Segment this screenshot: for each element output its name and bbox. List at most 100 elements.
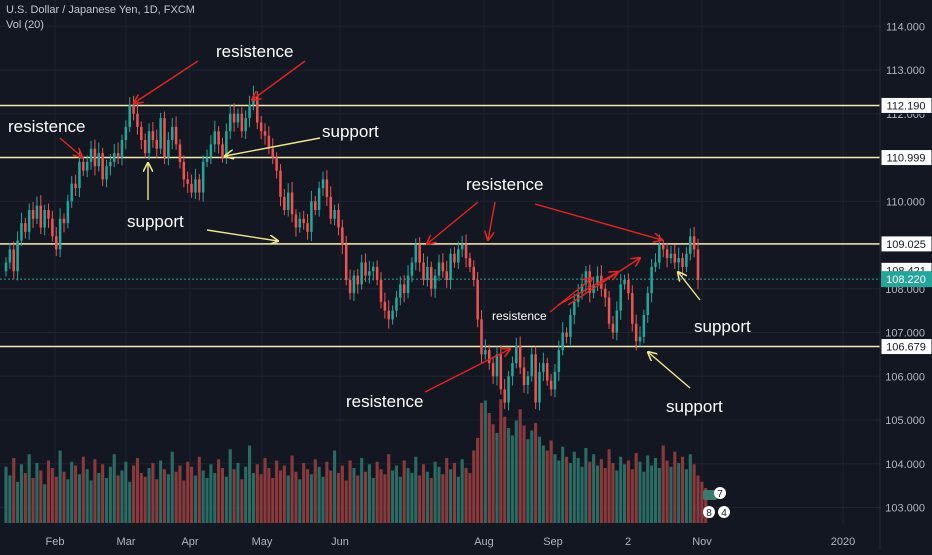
candle [661, 245, 665, 250]
volume-bar [549, 440, 553, 523]
candle [182, 161, 186, 180]
volume-bar [441, 474, 445, 523]
candle [344, 245, 348, 280]
candle [70, 183, 73, 202]
candle [600, 275, 603, 289]
candle [205, 157, 209, 162]
volume-bar [205, 478, 209, 523]
volume-bar [429, 478, 433, 523]
level-price-box [880, 96, 932, 114]
volume-bar [186, 461, 190, 523]
volume-bar [348, 460, 352, 523]
volume-bar [259, 474, 263, 523]
candle [170, 126, 174, 140]
volume-bar [23, 473, 27, 523]
resistance-arrow [252, 60, 306, 100]
candle [27, 210, 31, 232]
volume-bar [565, 456, 569, 523]
volume-bar [433, 461, 437, 523]
volume-bar [495, 433, 499, 523]
volume-bar [479, 403, 484, 523]
candle [360, 262, 363, 285]
symbol-title[interactable]: U.S. Dollar / Japanese Yen, 1D, FXCM [6, 4, 195, 16]
volume-bar [155, 479, 159, 523]
volume-bar [213, 473, 217, 523]
candle [178, 144, 182, 162]
candle [499, 354, 503, 390]
annotation-label: resistence [466, 175, 543, 194]
candle [120, 140, 124, 158]
volume-bar [599, 459, 603, 523]
price-axis[interactable]: 114.000113.000112.000111.000110.000109.0… [879, 0, 932, 550]
annotation-label: support [127, 212, 184, 231]
volume-bar [190, 466, 194, 523]
candle [283, 196, 286, 210]
level-price-box [880, 149, 932, 167]
candle [402, 284, 406, 294]
candle [356, 275, 360, 285]
candle [658, 245, 661, 263]
volume-bar [43, 484, 47, 523]
candle [569, 315, 572, 337]
candle [151, 131, 155, 140]
volume-bar [418, 475, 422, 523]
candle [78, 161, 81, 189]
support-arrow [678, 272, 701, 301]
x-tick-label: 2020 [831, 536, 855, 548]
volume-bar [298, 479, 302, 523]
candle [101, 153, 104, 180]
volume-bar [657, 468, 661, 523]
volume-bar [336, 473, 341, 523]
candle [74, 183, 77, 189]
candle [449, 253, 452, 280]
candle [515, 345, 518, 364]
volume-bar [8, 475, 12, 523]
volume-bar [193, 475, 197, 523]
candle [302, 218, 305, 224]
resistance-arrow [567, 258, 640, 306]
candle [35, 205, 39, 219]
volume-bar [514, 420, 518, 523]
event-badge-label: 4 [721, 508, 727, 519]
candle [279, 170, 282, 197]
volume-bar [638, 461, 642, 523]
level-price-label: 110.999 [887, 153, 926, 165]
volume-bar [572, 451, 576, 523]
volume-bar [77, 474, 81, 523]
volume-bar [313, 459, 317, 523]
volume-bar [333, 450, 337, 523]
annotation-label: support [666, 397, 723, 416]
volume-bar [363, 471, 368, 523]
volume-bar [112, 454, 116, 523]
candle [244, 118, 247, 132]
volume-bar [468, 473, 472, 523]
candle [507, 376, 510, 403]
candle [418, 245, 421, 263]
candle [89, 148, 93, 162]
volume-indicator-title[interactable]: Vol (20) [6, 19, 44, 31]
volume-bar [255, 464, 259, 523]
volume-bar [387, 454, 391, 523]
volume-bar [630, 469, 634, 523]
candle [561, 332, 564, 350]
time-axis[interactable]: Feb Mar Apr May Jun Aug Sep 2 Nov 2020 [46, 536, 856, 548]
candle [62, 218, 66, 224]
candle [368, 271, 371, 276]
candle [445, 271, 448, 280]
candle [487, 350, 491, 364]
event-badge-label: 7 [717, 489, 723, 500]
volume-bar [120, 470, 124, 523]
y-tick-label: 113.000 [886, 65, 925, 77]
candle [642, 315, 646, 337]
candle [383, 301, 387, 311]
volume-bar [611, 463, 615, 523]
volume-bar [228, 449, 232, 523]
candle [317, 188, 321, 210]
candle [12, 249, 15, 272]
candle [685, 253, 688, 267]
volume-bar [290, 455, 294, 523]
volume-bar [580, 466, 584, 523]
volume-bar [81, 456, 85, 523]
